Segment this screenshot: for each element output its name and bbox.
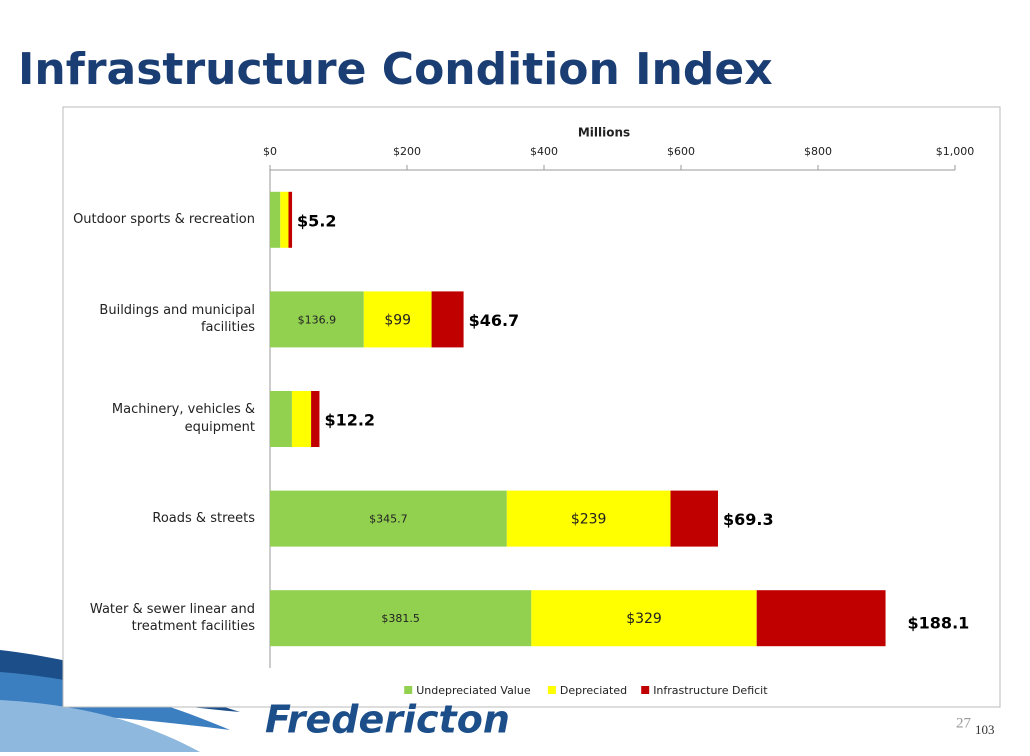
bar-segment (270, 391, 292, 447)
bar-segment (506, 490, 671, 547)
bar-segment (280, 191, 289, 248)
data-label: $239 (571, 512, 607, 528)
data-label: $5.2 (297, 211, 336, 230)
data-label: $381.5 (381, 612, 420, 625)
x-tick-label: $0 (263, 145, 277, 158)
x-tick-label: $200 (393, 145, 421, 158)
legend-label: Depreciated (560, 684, 627, 697)
slide-title: Infrastructure Condition Index (18, 44, 773, 95)
y-tick-label: Outdoor sports & recreation (73, 212, 255, 228)
data-label: $345.7 (369, 513, 408, 526)
bar-segment (270, 590, 532, 647)
page-number: 27 (956, 715, 972, 731)
bar-segment (363, 291, 432, 348)
x-tick-label: $400 (530, 145, 558, 158)
data-label: $329 (626, 611, 662, 627)
legend-label: Infrastructure Deficit (653, 684, 768, 697)
bar-segment (291, 391, 312, 447)
y-tick-label: Machinery, vehicles & equipment (111, 402, 255, 435)
legend-label: Undepreciated Value (416, 684, 531, 697)
bar-segment (311, 391, 320, 447)
bar-segment (270, 490, 507, 547)
category-label-box: Machinery, vehicles & equipment (111, 402, 255, 435)
bar-segment (288, 191, 293, 248)
data-label: $99 (384, 312, 411, 328)
page-total: 103 (975, 722, 995, 737)
x-tick-label: $600 (667, 145, 695, 158)
x-tick-label: $1,000 (936, 145, 975, 158)
logo: Fredericton (265, 698, 510, 742)
y-tick-label: Buildings and municipal facilities (99, 302, 255, 336)
category-label-box: Buildings and municipal facilities (99, 302, 255, 336)
category-label-box: Outdoor sports & recreation (73, 212, 255, 228)
data-label: $188.1 (908, 614, 970, 633)
bar-segment (431, 291, 464, 348)
bar-segment (270, 191, 281, 248)
x-axis-title: Millions (578, 126, 630, 140)
swoosh (0, 700, 200, 752)
y-tick-label: Roads & streets (152, 510, 255, 526)
data-label: $136.9 (298, 313, 337, 326)
data-label: $12.2 (324, 411, 375, 430)
bar-segment (531, 590, 757, 647)
data-label: $69.3 (723, 510, 774, 529)
x-tick-label: $800 (804, 145, 832, 158)
bar-segment (670, 490, 718, 547)
legend-swatch (547, 686, 556, 694)
legend-swatch (404, 686, 413, 694)
legend-swatch (641, 686, 650, 694)
bar-segment (270, 291, 364, 348)
y-tick-label: Water & sewer linear and treatment facil… (89, 601, 255, 635)
bar-segment (756, 590, 886, 647)
category-label-box: Roads & streets (152, 510, 255, 526)
category-label-box: Water & sewer linear and treatment facil… (89, 601, 255, 635)
data-label: $46.7 (469, 311, 520, 330)
